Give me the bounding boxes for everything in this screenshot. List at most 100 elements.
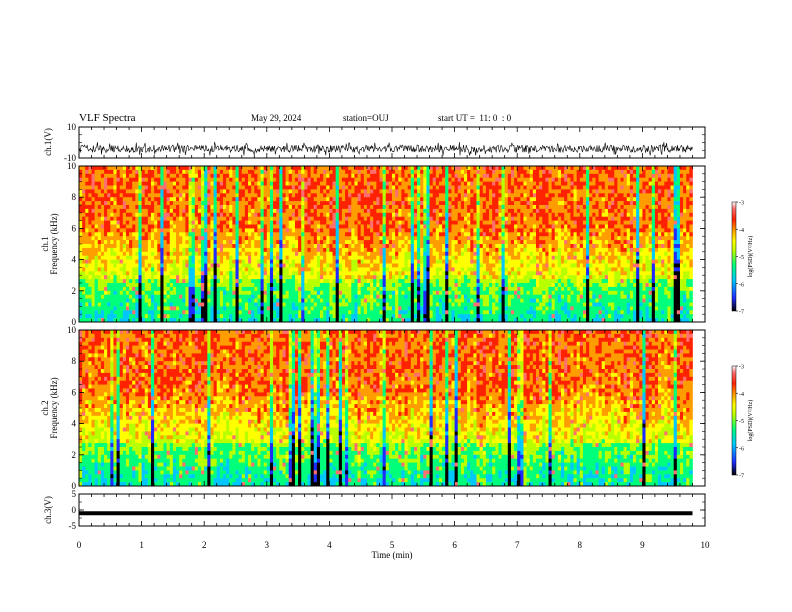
spectrogram-cell [523,189,527,194]
spectrogram-cell [686,251,690,257]
spectrogram-cell [617,251,621,257]
spectrogram-cell [122,353,127,358]
spectrogram-cell [266,275,271,284]
spectrogram-cell [454,166,459,171]
spectrogram-cell [82,466,86,479]
spectrogram-cell [689,310,693,315]
spectrogram-cell [291,251,296,260]
spectrogram-cell [404,314,408,319]
spectrogram-cell [489,232,493,237]
spectrogram-cell [113,205,117,210]
spectrogram-cell [548,208,552,214]
spectrogram-cell [398,240,402,249]
spectrogram-cell [276,220,280,225]
spectrogram-cell [301,189,305,198]
spectrogram-cell [348,197,352,206]
spectrogram-cell [122,357,127,362]
spectrogram-cell [104,177,108,190]
spectrogram-cell [251,298,255,311]
spectrogram-cell [107,411,111,417]
spectrogram-cell [172,181,177,186]
spectrogram-cell [100,290,105,296]
spectrogram-cell [132,166,136,171]
spectrogram-cell [276,318,280,323]
spectrogram-cell [166,318,171,323]
spectrogram-cell [260,290,265,303]
spectrogram-cell [535,166,540,186]
spectrogram-cell [564,232,568,237]
spectrogram-cell [125,423,130,432]
spectrogram-cell [598,314,603,319]
spectrogram-cell [467,193,471,206]
spectrogram-cell [110,177,114,186]
spectrogram-cell [501,166,506,171]
spectrogram-cell [448,201,452,206]
spectrogram-cell [341,181,346,186]
spectrogram-cell [395,236,399,253]
spectrogram-cell [651,169,656,175]
spectrogram-cell [501,173,506,179]
spectrogram-cell [244,201,249,206]
spectrogram-cell [313,244,318,249]
spectrogram-cell [238,201,243,221]
spectrogram-cell [257,189,261,198]
spectrogram-cell [326,236,330,245]
spectrogram-cell [273,318,277,323]
spectrogram-cell [138,166,142,179]
spectrogram-cell [482,169,487,175]
spectrogram-cell [338,271,343,276]
spectrogram-cell [176,197,180,202]
spectrogram-cell [320,212,324,225]
spectrogram-cell [482,177,487,182]
spectrogram-cell [129,247,133,257]
spectrogram-cell [485,224,490,237]
spectrogram-cell [182,169,186,175]
spectrogram-cell [573,228,578,233]
spectrogram-cell [642,224,646,233]
spectrogram-cell [454,279,459,284]
spectrogram-cell [263,290,268,296]
spectrogram-cell [545,177,549,182]
spectrogram-cell [113,466,117,471]
spectrogram-cell [470,267,474,272]
spectrogram-cell [348,255,352,260]
spectrogram-cell [658,212,662,221]
spectrogram-cell [357,279,362,284]
spectrogram-cell [426,228,430,237]
spectrogram-cell [88,349,92,354]
spectrogram-cell [273,232,277,249]
spectrogram-cell [573,220,578,225]
spectrogram-cell [463,251,468,272]
spectrogram-cell [467,286,471,299]
spectrogram-cell [85,298,89,303]
spectrogram-cell [670,173,675,182]
spectrogram-cell [97,169,102,182]
spectrogram-cell [257,306,261,315]
spectrogram-cell [288,263,293,268]
spectrogram-cell [664,181,668,190]
spectrogram-cell [413,185,418,190]
spectrogram-cell [363,240,368,249]
spectrogram-cell [169,271,174,276]
spectrogram-cell [197,185,202,190]
spectrogram-cell [125,345,130,350]
spectrogram-cell [166,306,171,311]
spectrogram-cell [163,290,167,296]
spectrogram-cell [100,169,105,175]
spectrogram-cell [157,318,161,323]
spectrogram-cell [689,224,693,233]
spectrogram-cell [288,279,293,315]
spectrogram-cell [679,240,684,245]
spectrogram-cell [226,232,230,237]
spectrogram-cell [191,177,196,182]
spectrogram-cell [592,189,596,194]
spectrogram-cell [645,228,650,237]
spectrogram-cell [435,240,440,253]
spectrogram-cell [229,247,233,257]
spectrogram-cell [301,236,305,257]
spectrogram-cell [279,169,283,175]
spectrogram-cell [686,279,690,288]
spectrogram-cell [510,220,515,233]
spectrogram-cell [82,345,86,350]
spectrogram-cell [94,439,99,444]
